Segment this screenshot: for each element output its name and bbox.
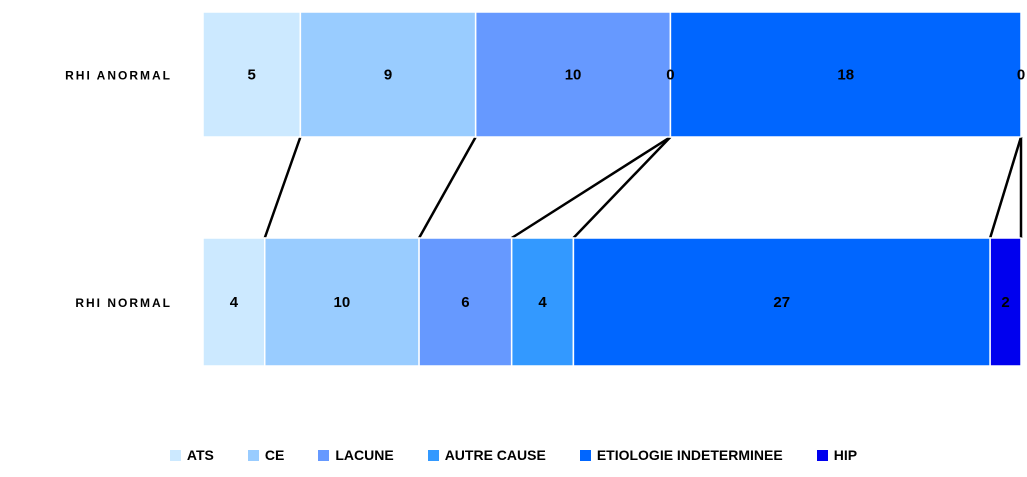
value-label-rhi-anormal-ats: 5 bbox=[248, 67, 256, 84]
value-label-rhi-anormal-ce: 9 bbox=[384, 67, 392, 84]
legend-swatch bbox=[247, 449, 259, 461]
legend-swatch bbox=[579, 449, 591, 461]
connector-line-2 bbox=[417, 136, 477, 239]
value-label-rhi-normal-hip: 2 bbox=[1001, 294, 1009, 311]
bar-rhi-anormal-ce bbox=[299, 11, 477, 138]
value-label-rhi-anormal-autre-cause: 0 bbox=[666, 67, 674, 84]
legend-label: HIP bbox=[833, 447, 858, 463]
connector-line-3 bbox=[511, 135, 672, 240]
legend-item-ce: CE bbox=[247, 447, 285, 463]
value-label-rhi-anormal-lacune: 10 bbox=[565, 67, 582, 84]
value-label-rhi-normal-autre-cause: 4 bbox=[538, 294, 547, 311]
labels-group: 5 9 10 0 18 0 4 10 6 4 27 2 bbox=[230, 67, 1025, 312]
bar-rhi-anormal-etiologie-indeterminee bbox=[669, 11, 1022, 138]
legend-swatch bbox=[427, 449, 439, 461]
value-label-rhi-anormal-etiologie-indeterminee: 18 bbox=[837, 67, 854, 84]
series-connectors bbox=[263, 135, 1023, 240]
bar-rhi-anormal-lacune bbox=[474, 11, 672, 138]
connector-line-1 bbox=[263, 136, 302, 239]
legend-label: AUTRE CAUSE bbox=[444, 447, 546, 463]
legend-label: CE bbox=[264, 447, 285, 463]
legend-swatch bbox=[318, 449, 330, 461]
value-label-rhi-anormal-hip: 0 bbox=[1017, 67, 1025, 84]
legend-label: LACUNE bbox=[335, 447, 394, 463]
value-label-rhi-normal-etiologie-indeterminee: 27 bbox=[773, 294, 790, 311]
bar-rhi-normal-etiologie-indeterminee bbox=[572, 237, 991, 367]
legend-label: ETIOLOGIE INDETERMINEE bbox=[596, 447, 783, 463]
bar-rhi-normal-ce bbox=[263, 237, 420, 367]
legend: ATS CE LACUNE AUTRE CAUSE ETIOLOGIE INDETERM… bbox=[0, 447, 1027, 463]
category-labels: RHI ANORMAL RHI NORMAL bbox=[65, 69, 172, 311]
bar-rhi-normal-hip bbox=[989, 237, 1022, 367]
legend-item-autre-cause: AUTRE CAUSE bbox=[427, 447, 546, 463]
value-label-rhi-normal-ats: 4 bbox=[230, 294, 239, 311]
connector-line-5 bbox=[988, 136, 1023, 239]
legend-item-hip: HIP bbox=[816, 447, 858, 463]
legend-swatch bbox=[816, 449, 828, 461]
legend-item-lacune: LACUNE bbox=[318, 447, 394, 463]
value-label-rhi-normal-lacune: 6 bbox=[461, 294, 469, 311]
stacked-bar-chart: 5 9 10 0 18 0 4 10 6 4 27 2 RHI ANORMAL RHI NORMAL bbox=[65, 11, 1025, 367]
bars-group bbox=[202, 11, 1022, 367]
value-label-rhi-normal-ce: 10 bbox=[334, 294, 351, 311]
legend-label: ATS bbox=[186, 447, 214, 463]
legend-item-etiologie-indeterminee: ETIOLOGIE INDETERMINEE bbox=[579, 447, 783, 463]
connector-line-4 bbox=[572, 136, 672, 239]
legend-swatch bbox=[169, 449, 181, 461]
category-label-rhi-normal: RHI NORMAL bbox=[75, 296, 172, 310]
category-label-rhi-anormal: RHI ANORMAL bbox=[65, 69, 172, 83]
legend-item-ats: ATS bbox=[169, 447, 214, 463]
